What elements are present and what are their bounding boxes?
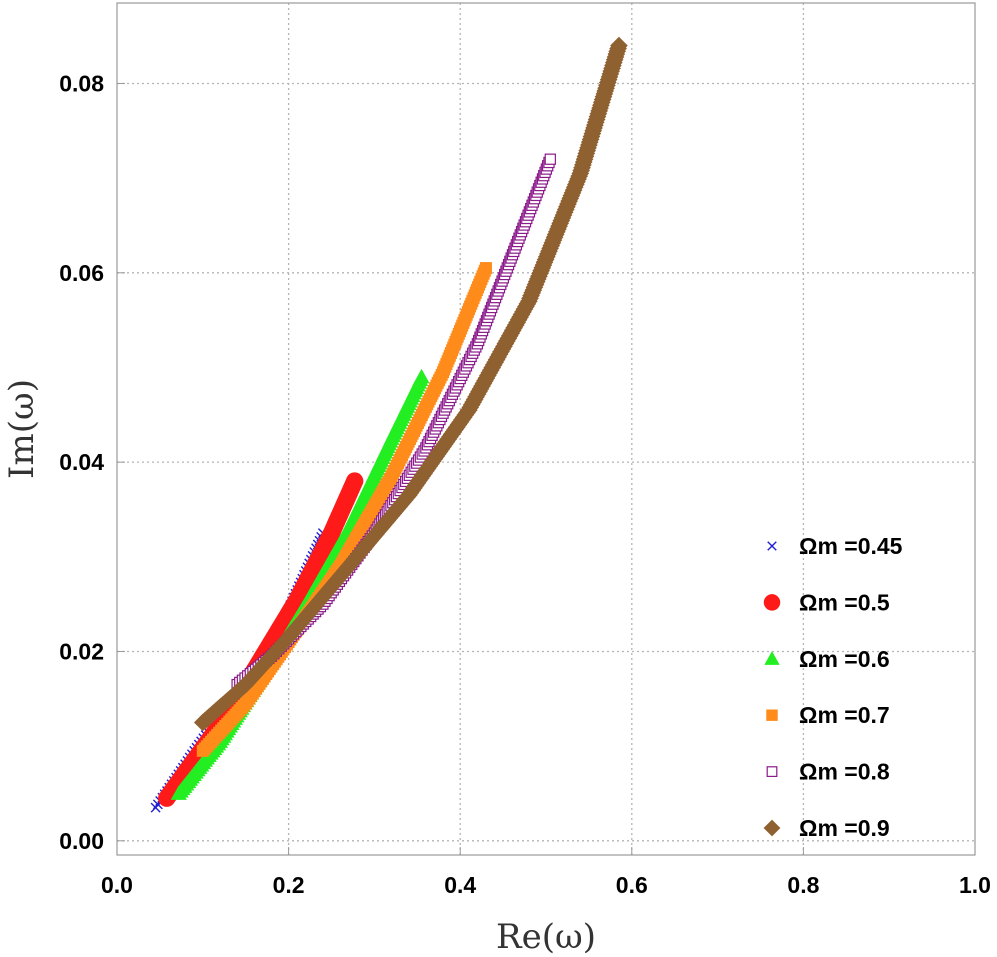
legend-item: Ωm =0.6 — [764, 646, 890, 672]
legend-label: Ωm =0.9 — [799, 815, 890, 841]
legend-label: Ωm =0.5 — [799, 589, 890, 615]
x-tick-label: 0.4 — [444, 872, 476, 898]
data-point-square-open — [544, 153, 556, 165]
y-tick-label: 0.06 — [59, 260, 104, 286]
x-tick-label: 1.0 — [959, 872, 991, 898]
y-tick-label: 0.08 — [59, 70, 104, 96]
legend: Ωm =0.45 Ωm =0.5 Ωm =0.6 Ωm =0.7 Ωm =0.8 Ωm =… — [763, 533, 903, 841]
y-tick-label: 0.00 — [59, 828, 104, 854]
legend-label: Ωm =0.6 — [799, 646, 890, 672]
legend-item: Ωm =0.5 — [763, 589, 890, 615]
ticks: 0.0 0.2 0.4 0.6 0.8 1.0 0.00 0.02 0.04 0.06 0.08 — [59, 70, 991, 898]
legend-item: Ωm =0.7 — [766, 702, 890, 728]
series — [193, 36, 628, 732]
legend-label: Ωm =0.7 — [799, 702, 890, 728]
legend-label: Ωm =0.8 — [799, 759, 890, 785]
data-point-triangle — [764, 651, 780, 665]
legend-item: Ωm =0.9 — [763, 815, 890, 841]
legend-item: Ωm =0.8 — [766, 759, 890, 785]
legend-item: Ωm =0.45 — [767, 533, 903, 559]
data-point-triangle — [413, 368, 430, 384]
data-point-circle — [763, 594, 781, 611]
grid — [117, 3, 975, 855]
x-tick-label: 0.2 — [273, 872, 305, 898]
x-tick-label: 0.6 — [616, 872, 648, 898]
x-axis-label: Re(ω) — [496, 917, 596, 957]
data-point-square — [766, 709, 778, 721]
plot-frame — [116, 2, 976, 856]
y-tick-label: 0.02 — [59, 638, 104, 664]
x-tick-label: 0.0 — [101, 872, 133, 898]
data-point-diamond — [610, 36, 628, 55]
y-axis-label: Im(ω) — [2, 379, 42, 479]
data-point-square-open — [766, 766, 778, 778]
data-point-x — [767, 541, 777, 551]
x-tick-label: 0.8 — [787, 872, 819, 898]
y-tick-label: 0.04 — [59, 449, 104, 475]
data-point-square — [479, 262, 492, 275]
data-point-stroke — [767, 541, 777, 551]
data-point-circle — [345, 472, 364, 490]
legend-label: Ωm =0.45 — [799, 533, 903, 559]
data-point-diamond — [763, 819, 781, 837]
data-marks — [150, 36, 628, 813]
